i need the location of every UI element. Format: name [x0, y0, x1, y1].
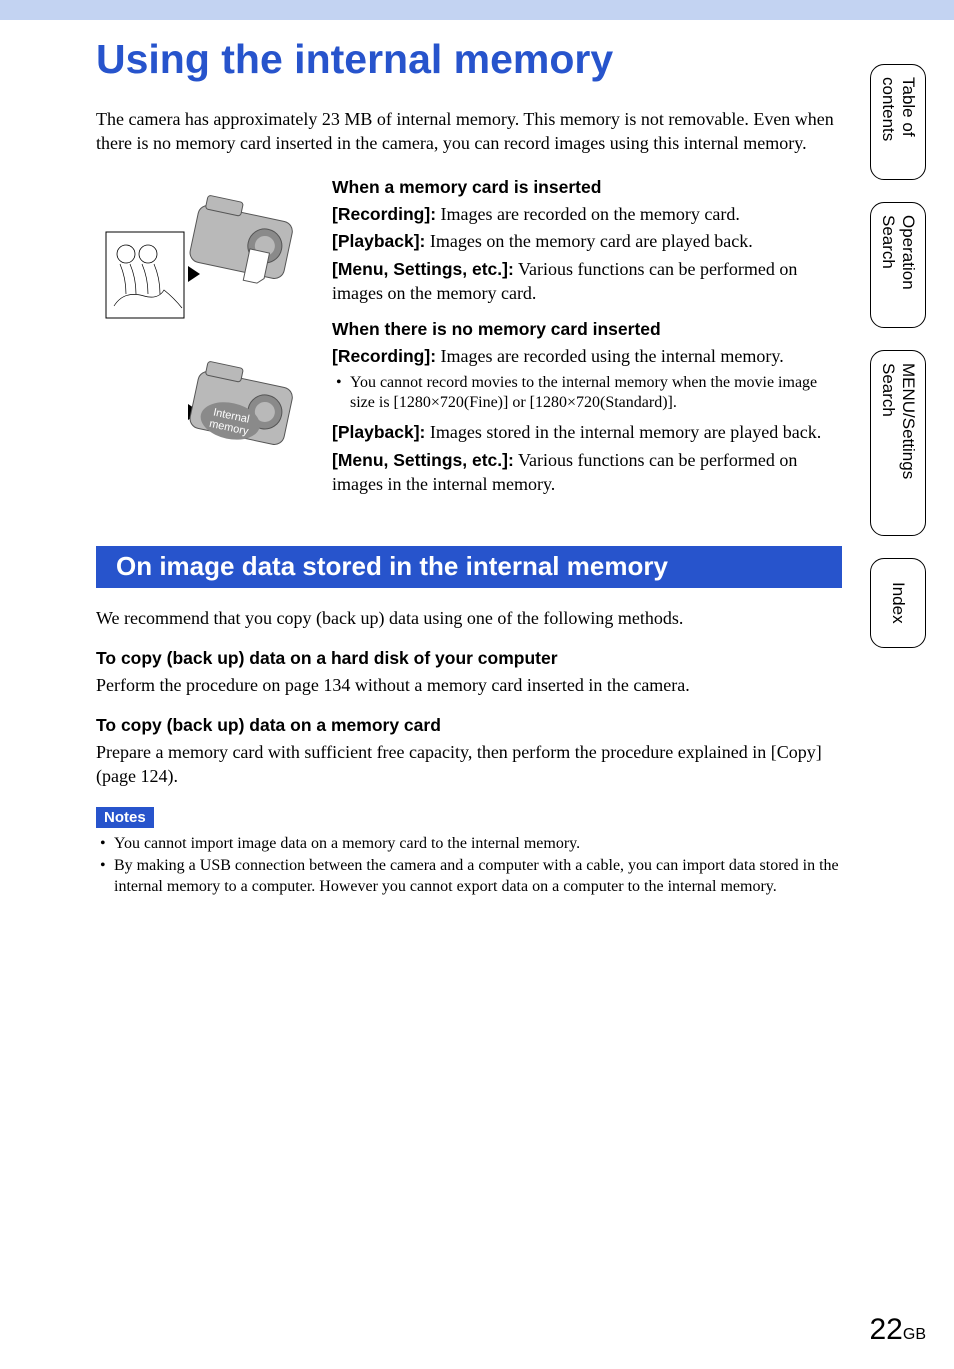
tab-operation-search[interactable]: Operation Search [870, 202, 926, 328]
inserted-playback-text: Images on the memory card are played bac… [425, 231, 752, 251]
camera-illustration: Internal memory [96, 176, 314, 516]
top-stripe [0, 0, 954, 20]
inserted-recording: [Recording]: Images are recorded on the … [332, 203, 842, 227]
inserted-heading: When a memory card is inserted [332, 176, 842, 199]
intro-paragraph: The camera has approximately 23 MB of in… [96, 107, 842, 156]
inserted-recording-label: [Recording]: [332, 204, 436, 224]
tab-index[interactable]: Index [870, 558, 926, 648]
mc-backup-heading: To copy (back up) data on a memory card [96, 715, 842, 736]
inserted-playback: [Playback]: Images on the memory card ar… [332, 230, 842, 254]
side-tabs: Table of contents Operation Search MENU/… [870, 64, 930, 670]
tab-table-of-contents[interactable]: Table of contents [870, 64, 926, 180]
inserted-recording-text: Images are recorded on the memory card. [436, 204, 740, 224]
no-card-menu: [Menu, Settings, etc.]: Various function… [332, 449, 842, 497]
section-heading-band: On image data stored in the internal mem… [96, 546, 842, 588]
page-title: Using the internal memory [96, 36, 842, 83]
no-card-recording-text: Images are recorded using the internal m… [436, 346, 784, 366]
page-number: 22GB [870, 1313, 927, 1347]
inserted-playback-label: [Playback]: [332, 231, 425, 251]
no-card-playback-text: Images stored in the internal memory are… [425, 422, 821, 442]
section2-intro: We recommend that you copy (back up) dat… [96, 606, 842, 630]
memory-text-column: When a memory card is inserted [Recordin… [332, 176, 842, 516]
no-card-recording: [Recording]: Images are recorded using t… [332, 345, 842, 369]
no-card-menu-label: [Menu, Settings, etc.]: [332, 450, 514, 470]
notes-label: Notes [96, 807, 154, 828]
no-card-playback-label: [Playback]: [332, 422, 425, 442]
mc-backup-text: Prepare a memory card with sufficient fr… [96, 740, 842, 789]
main-content: Using the internal memory The camera has… [96, 36, 842, 899]
no-card-bullets: You cannot record movies to the internal… [332, 373, 842, 414]
no-card-bullet-1: You cannot record movies to the internal… [332, 373, 842, 414]
tab-menu-settings-search[interactable]: MENU/Settings Search [870, 350, 926, 536]
no-card-recording-label: [Recording]: [332, 346, 436, 366]
inserted-menu-label: [Menu, Settings, etc.]: [332, 259, 514, 279]
no-card-heading: When there is no memory card inserted [332, 318, 842, 341]
notes-item-1: You cannot import image data on a memory… [96, 834, 842, 854]
memory-section: Internal memory When a memory card is in… [96, 176, 842, 516]
hd-backup-text: Perform the procedure on page 134 withou… [96, 673, 842, 697]
page-number-value: 22 [870, 1313, 903, 1346]
notes-item-2: By making a USB connection between the c… [96, 856, 842, 897]
page-number-suffix: GB [903, 1326, 926, 1343]
hd-backup-heading: To copy (back up) data on a hard disk of… [96, 648, 842, 669]
notes-block: Notes You cannot import image data on a … [96, 807, 842, 897]
inserted-menu: [Menu, Settings, etc.]: Various function… [332, 258, 842, 306]
notes-list: You cannot import image data on a memory… [96, 834, 842, 897]
no-card-playback: [Playback]: Images stored in the interna… [332, 421, 842, 445]
